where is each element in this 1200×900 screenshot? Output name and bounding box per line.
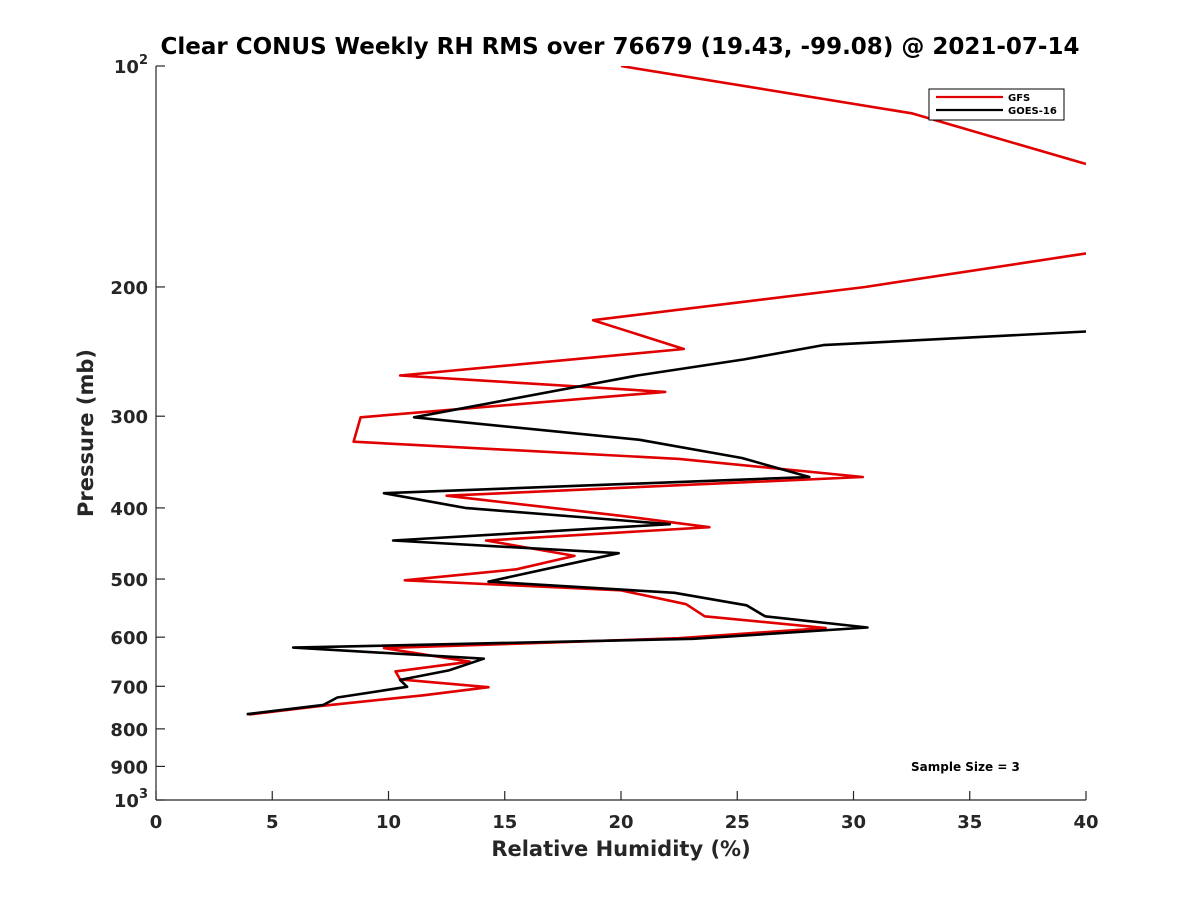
sample-size-annotation: Sample Size = 3 [911, 760, 1020, 774]
legend-box [928, 88, 1065, 121]
x-axis-label: Relative Humidity (%) [491, 837, 750, 861]
x-tick-label: 0 [150, 812, 163, 833]
series-layer [246, 66, 1086, 716]
series-line-goes16-0 [246, 330, 1086, 716]
y-ticks: 102 200 300 400 500 600 700 800 900 103 [110, 53, 165, 812]
legend-label-goes16: GOES-16 [1008, 106, 1057, 117]
x-tick-label: 35 [957, 812, 982, 833]
y-axis-label: Pressure (mb) [74, 349, 98, 517]
legend: GFS GOES-16 [928, 88, 1065, 121]
x-tick-label: 10 [376, 812, 401, 833]
x-tick-label: 25 [725, 812, 750, 833]
y-tick-label: 600 [110, 628, 148, 649]
y-tick-label: 400 [110, 499, 148, 520]
x-tick-label: 30 [841, 812, 866, 833]
y-tick-label: 103 [114, 787, 148, 812]
legend-label-gfs: GFS [1008, 93, 1030, 104]
chart-title: Clear CONUS Weekly RH RMS over 76679 (19… [161, 34, 1080, 60]
axes-layer [155, 66, 1086, 801]
series-line-gfs-1 [248, 252, 1086, 716]
x-tick-label: 40 [1073, 812, 1098, 833]
x-tick-label: 20 [608, 812, 633, 833]
y-tick-label: 800 [110, 720, 148, 741]
y-tick-label: 200 [110, 278, 148, 299]
x-tick-label: 15 [492, 812, 517, 833]
series-line-gfs-0 [620, 66, 1086, 166]
x-tick-label: 5 [266, 812, 279, 833]
y-tick-label: 500 [110, 570, 148, 591]
x-ticks: 0 5 10 15 20 25 30 35 40 [150, 791, 1099, 833]
y-tick-label: 300 [110, 407, 148, 428]
y-tick-label: 900 [110, 757, 148, 778]
y-tick-label: 102 [114, 53, 148, 78]
y-tick-label: 700 [110, 677, 148, 698]
